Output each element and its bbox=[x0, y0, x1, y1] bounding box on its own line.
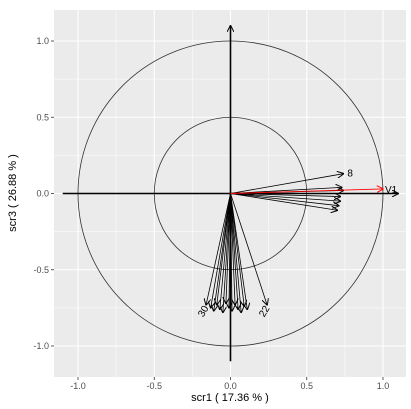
vector-arrow bbox=[226, 193, 231, 304]
vector-arrow bbox=[230, 193, 245, 307]
vector-arrow bbox=[231, 193, 233, 311]
vector-arrow bbox=[230, 193, 268, 305]
y-tick-label: -0.5 bbox=[33, 265, 49, 275]
vector-arrow bbox=[220, 193, 231, 310]
x-tick-label: -0.5 bbox=[146, 381, 162, 391]
vector-arrow bbox=[230, 193, 339, 206]
vector-arrow bbox=[230, 174, 344, 194]
y-tick-label: 0.0 bbox=[36, 189, 49, 199]
supplementary-vector-label: V1 bbox=[385, 185, 398, 196]
vector-arrow bbox=[206, 193, 231, 305]
x-tick-label: -1.0 bbox=[70, 381, 86, 391]
x-tick-label: 0.0 bbox=[224, 381, 237, 391]
supplementary-vector-arrow bbox=[230, 189, 384, 194]
vector-arrow bbox=[230, 193, 239, 310]
y-tick-label: 1.0 bbox=[36, 36, 49, 46]
vector-arrow bbox=[230, 194, 341, 197]
vector-arrow bbox=[230, 187, 342, 194]
x-tick-label: 1.0 bbox=[377, 381, 390, 391]
vector-label: 8 bbox=[347, 169, 353, 180]
vector-arrow bbox=[217, 193, 231, 305]
vector-arrow bbox=[230, 193, 242, 313]
x-tick-label: 0.5 bbox=[300, 381, 313, 391]
vector-arrow bbox=[230, 193, 338, 211]
vector-label: 22 bbox=[257, 304, 272, 320]
y-tick-label: 0.5 bbox=[36, 112, 49, 122]
y-axis-title: scr3 ( 26.88 % ) bbox=[7, 154, 19, 232]
vector-arrow bbox=[230, 193, 248, 310]
vector-arrow bbox=[211, 193, 231, 308]
vector-arrow bbox=[230, 193, 341, 202]
x-axis-title: scr1 ( 17.36 % ) bbox=[191, 392, 269, 404]
vector-arrow bbox=[230, 193, 236, 305]
vector-arrow bbox=[229, 193, 231, 308]
y-tick-label: -1.0 bbox=[33, 341, 49, 351]
vector-arrow bbox=[223, 193, 231, 313]
tick-labels: -1.0 -0.5 0.0 0.5 1.0 -1.0 -0.5 0.0 0.5 1.0 bbox=[33, 36, 389, 391]
